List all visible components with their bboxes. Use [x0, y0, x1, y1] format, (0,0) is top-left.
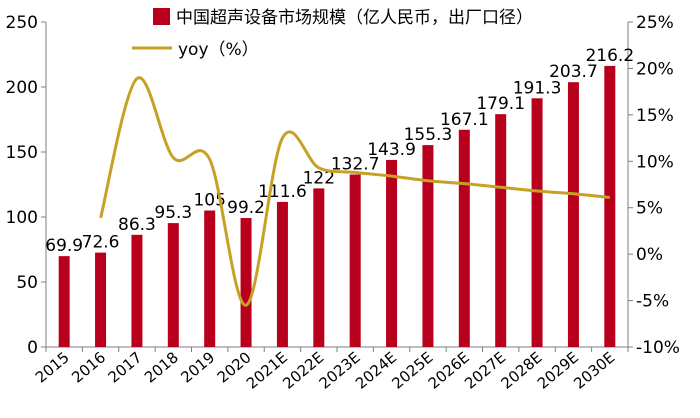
bar-value-label: 191.3: [513, 78, 562, 98]
x-tick-label: 2016: [68, 348, 109, 386]
bars: [58, 65, 616, 347]
right-tick-label: 20%: [636, 59, 674, 79]
bar: [131, 234, 143, 347]
right-tick-label: 5%: [636, 199, 663, 219]
bar-value-label: 216.2: [585, 46, 634, 66]
bar-value-label: 86.3: [118, 215, 156, 235]
right-tick-label: 15%: [636, 106, 674, 126]
x-tick-label: 2022E: [279, 348, 327, 392]
bar-value-label: 111.6: [258, 182, 307, 202]
bar-value-label: 179.1: [476, 94, 525, 114]
x-tick-label: 2028E: [498, 348, 546, 392]
x-tick-label: 2024E: [352, 348, 400, 392]
x-tick-label: 2017: [105, 348, 146, 386]
bar: [204, 210, 216, 347]
bar: [313, 188, 325, 347]
yoy-line: [99, 76, 610, 307]
bar-value-label: 167.1: [440, 110, 489, 130]
left-tick-label: 100: [6, 208, 38, 228]
bar-value-label: 155.3: [404, 125, 453, 145]
bar-value-label: 95.3: [154, 203, 192, 223]
left-tick-label: 200: [6, 78, 38, 98]
bar: [567, 82, 579, 347]
x-tick-label: 2025E: [388, 348, 436, 392]
yoy-line-group: [99, 76, 610, 307]
bar: [458, 129, 470, 347]
x-tick-label: 2030E: [570, 348, 618, 392]
legend-swatch-bar: [153, 8, 170, 25]
bar: [276, 201, 288, 347]
x-tick-label: 2027E: [461, 348, 509, 392]
x-tick-label: 2026E: [425, 348, 473, 392]
bar: [58, 256, 70, 347]
left-tick-label: 250: [6, 13, 38, 33]
bar: [495, 114, 507, 347]
bar-value-label: 122: [303, 168, 335, 188]
legend-label-line: yoy（%）: [178, 40, 259, 60]
x-tick-label: 2021E: [243, 348, 291, 392]
bar-value-label: 99.2: [227, 198, 265, 218]
bar: [422, 145, 434, 347]
bar: [386, 159, 398, 347]
bar: [349, 174, 361, 347]
x-tick-label: 2018: [141, 348, 182, 386]
x-tick-label: 2029E: [534, 348, 582, 392]
bar-value-label: 69.9: [45, 236, 83, 256]
legend-label-bar: 中国超声设备市场规模（亿人民币，出厂口径）: [176, 8, 533, 28]
x-tick-label: 2015: [32, 348, 73, 386]
right-tick-label: -10%: [636, 338, 680, 358]
bar: [604, 65, 616, 347]
right-tick-label: 10%: [636, 152, 674, 172]
right-tick-label: 0%: [636, 245, 663, 265]
bar-value-label: 143.9: [367, 140, 416, 160]
bar-value-label: 203.7: [549, 62, 598, 82]
bar: [240, 218, 252, 347]
bar-value-label: 72.6: [82, 233, 120, 253]
left-tick-label: 0: [27, 338, 38, 358]
bar: [531, 98, 543, 347]
bar-value-label: 132.7: [331, 154, 380, 174]
legend: 中国超声设备市场规模（亿人民币，出厂口径） yoy（%）: [132, 8, 533, 60]
right-tick-label: -5%: [636, 292, 669, 312]
x-tick-label: 2019: [177, 348, 218, 386]
bar: [95, 252, 107, 347]
x-tick-label: 2023E: [316, 348, 364, 392]
bar: [167, 223, 179, 347]
left-tick-label: 50: [16, 273, 38, 293]
right-tick-label: 25%: [636, 13, 674, 33]
left-tick-label: 150: [6, 143, 38, 163]
